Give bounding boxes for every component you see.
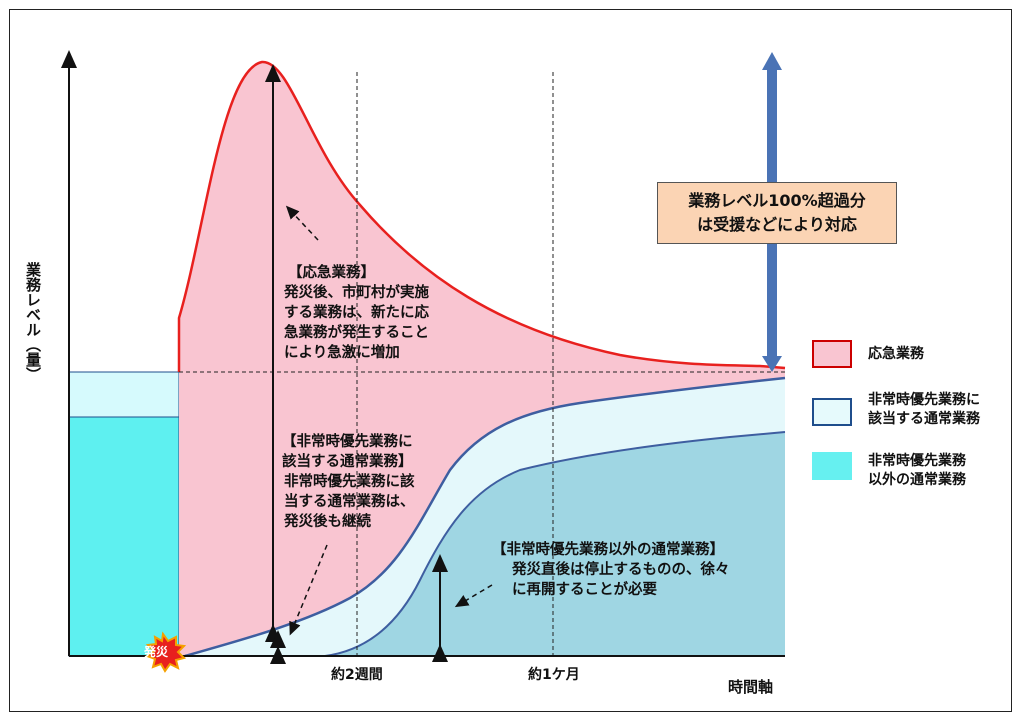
priority-curve xyxy=(184,376,786,658)
priority-title: 【非常時優先業務に 該当する通常業務】 xyxy=(282,434,413,470)
other-description: 発災直後は停止するものの、徐々 に再開することが必要 xyxy=(512,562,730,598)
emergency-title: 【応急業務】 xyxy=(288,265,375,281)
excess-arrow-top xyxy=(762,52,782,70)
legend-swatch-priority xyxy=(812,398,852,426)
other-title: 【非常時優先業務以外の通常業務】 xyxy=(492,542,724,558)
other-pointer xyxy=(454,584,493,608)
priority-description: 非常時優先業務に該 当する通常業務は、 発災後も継続 xyxy=(284,474,415,530)
baseline-other-block xyxy=(68,416,180,657)
legend-label-emergency: 応急業務 xyxy=(868,346,924,362)
legend-label-priority: 非常時優先業務に 該当する通常業務 xyxy=(868,392,980,427)
legend-swatch-emergency xyxy=(812,340,852,368)
emergency-curve xyxy=(177,60,786,372)
excess-note: 業務レベル100%超過分 は受援などにより対応 xyxy=(657,182,897,244)
emergency-pointer xyxy=(285,205,319,241)
emergency-area xyxy=(179,61,785,657)
legend-swatch-other xyxy=(812,452,852,480)
disaster-label: 発災 xyxy=(144,645,169,659)
other-curve xyxy=(324,431,786,657)
x-axis-label: 時間軸 xyxy=(728,678,774,696)
legend-label-other: 非常時優先業務 以外の通常業務 xyxy=(868,453,966,488)
y-axis-label: 業務レベル（量） xyxy=(24,262,42,382)
x-tick-two-weeks: 約2週間 xyxy=(331,667,383,683)
x-tick-one-month: 約1ケ月 xyxy=(528,667,580,683)
excess-arrow-bottom xyxy=(762,356,782,372)
disaster-burst-icon xyxy=(144,631,187,673)
priority-pointer xyxy=(289,544,328,636)
emergency-description: 発災後、市町村が実施 する業務は、新たに応 急業務が発生すること により急激に増… xyxy=(284,285,429,361)
baseline-priority-block xyxy=(68,371,180,418)
